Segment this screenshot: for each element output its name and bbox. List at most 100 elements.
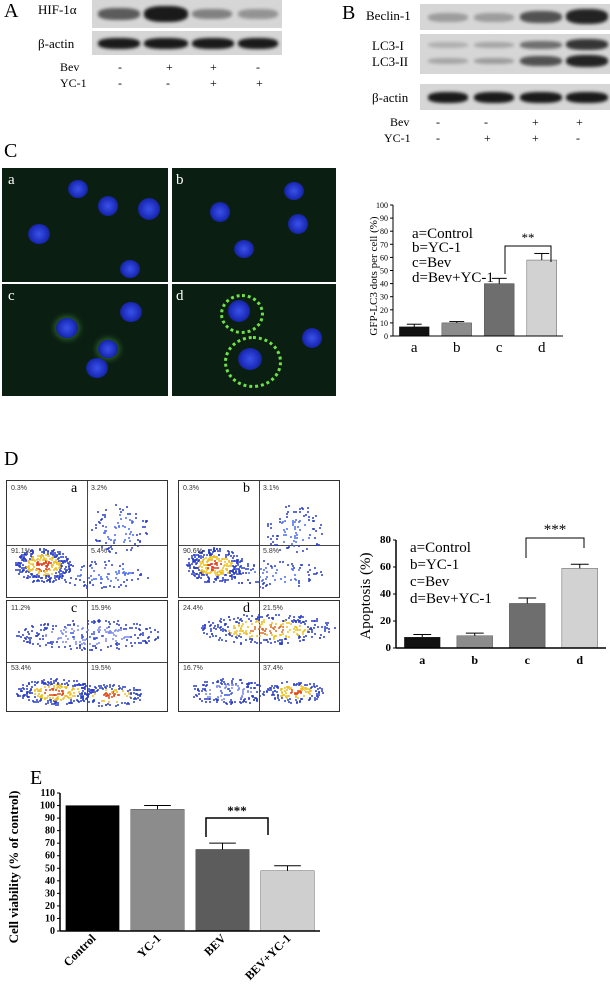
event-dot [299,690,302,693]
event-dot [56,683,59,686]
event-dot [315,693,318,696]
event-dot [259,690,262,693]
event-dot [214,550,217,552]
event-dot [144,640,147,643]
event-dot [230,691,233,694]
event-dot [242,688,245,691]
event-dot [263,632,266,635]
event-dot [51,550,54,553]
bar-YC-1 [130,809,185,932]
event-dot [30,573,33,576]
event-dot [67,557,70,560]
event-dot [268,623,271,626]
event-dot [306,570,309,573]
event-dot [69,624,71,627]
event-dot [236,633,239,636]
event-dot [14,562,17,564]
event-dot [285,635,288,637]
event-dot [203,623,206,626]
event-dot [19,569,22,572]
event-dot [104,563,107,566]
event-dot [237,616,240,619]
event-dot [103,586,106,589]
event-dot [57,552,60,555]
event-dot [42,638,45,640]
event-dot [250,691,253,693]
event-dot [207,567,210,570]
event-dot [15,563,18,566]
event-dot [187,561,190,564]
event-dot [257,580,260,583]
event-dot [320,533,323,536]
event-dot [294,693,297,695]
event-dot [67,637,70,640]
y-tick-label: 60 [380,561,392,573]
event-dot [266,641,269,643]
event-dot [224,683,227,685]
event-dot [23,693,26,696]
event-dot [218,548,221,551]
subpanel-label: a [8,172,15,188]
event-dot [111,632,114,635]
event-dot [34,569,37,572]
y-tick-label: 80 [45,826,55,837]
event-dot [212,565,215,568]
event-dot [28,692,31,695]
event-dot [225,579,228,582]
event-dot [72,565,74,568]
event-dot [130,641,132,644]
band [520,92,562,103]
quadrant-line-h [7,544,167,546]
event-dot [292,510,295,513]
event-dot [237,688,240,691]
event-dot [52,679,55,682]
event-dot [303,620,306,623]
event-dot [250,635,253,638]
event-dot [194,562,197,565]
event-dot [259,576,261,579]
event-dot [101,577,104,580]
event-dot [268,616,271,619]
event-dot [213,566,215,569]
event-dot [61,683,64,686]
event-dot [47,685,50,688]
event-dot [226,554,229,557]
event-dot [269,527,272,530]
event-dot [285,626,288,629]
y-axis-label: Apoptosis (%) [358,552,374,639]
event-dot [134,693,137,695]
event-dot [308,573,311,576]
event-dot [191,560,194,563]
event-dot [92,644,95,647]
event-dot [117,586,120,589]
event-dot [272,691,275,694]
event-dot [293,620,296,623]
event-dot [301,550,304,553]
event-dot [81,642,84,645]
event-dot [133,698,136,701]
event-dot [133,689,136,692]
y-tick-label: 0 [384,332,388,341]
event-dot [225,553,227,556]
y-tick-label: 30 [45,888,55,899]
event-dot [54,700,57,703]
event-dot [114,642,117,645]
event-dot [61,570,64,573]
event-dot [294,526,297,529]
blot-b-actin-b [420,84,610,110]
event-dot [33,558,36,561]
event-dot [144,521,147,523]
event-dot [68,569,71,571]
event-dot [200,573,203,576]
event-dot [46,555,49,558]
event-dot [27,571,30,574]
event-dot [225,573,228,576]
event-dot [121,637,124,640]
event-dot [280,694,283,697]
event-dot [51,643,54,646]
event-dot [309,693,311,696]
event-dot [258,619,261,622]
event-dot [130,549,133,552]
event-dot [251,614,254,617]
event-dot [47,680,50,683]
